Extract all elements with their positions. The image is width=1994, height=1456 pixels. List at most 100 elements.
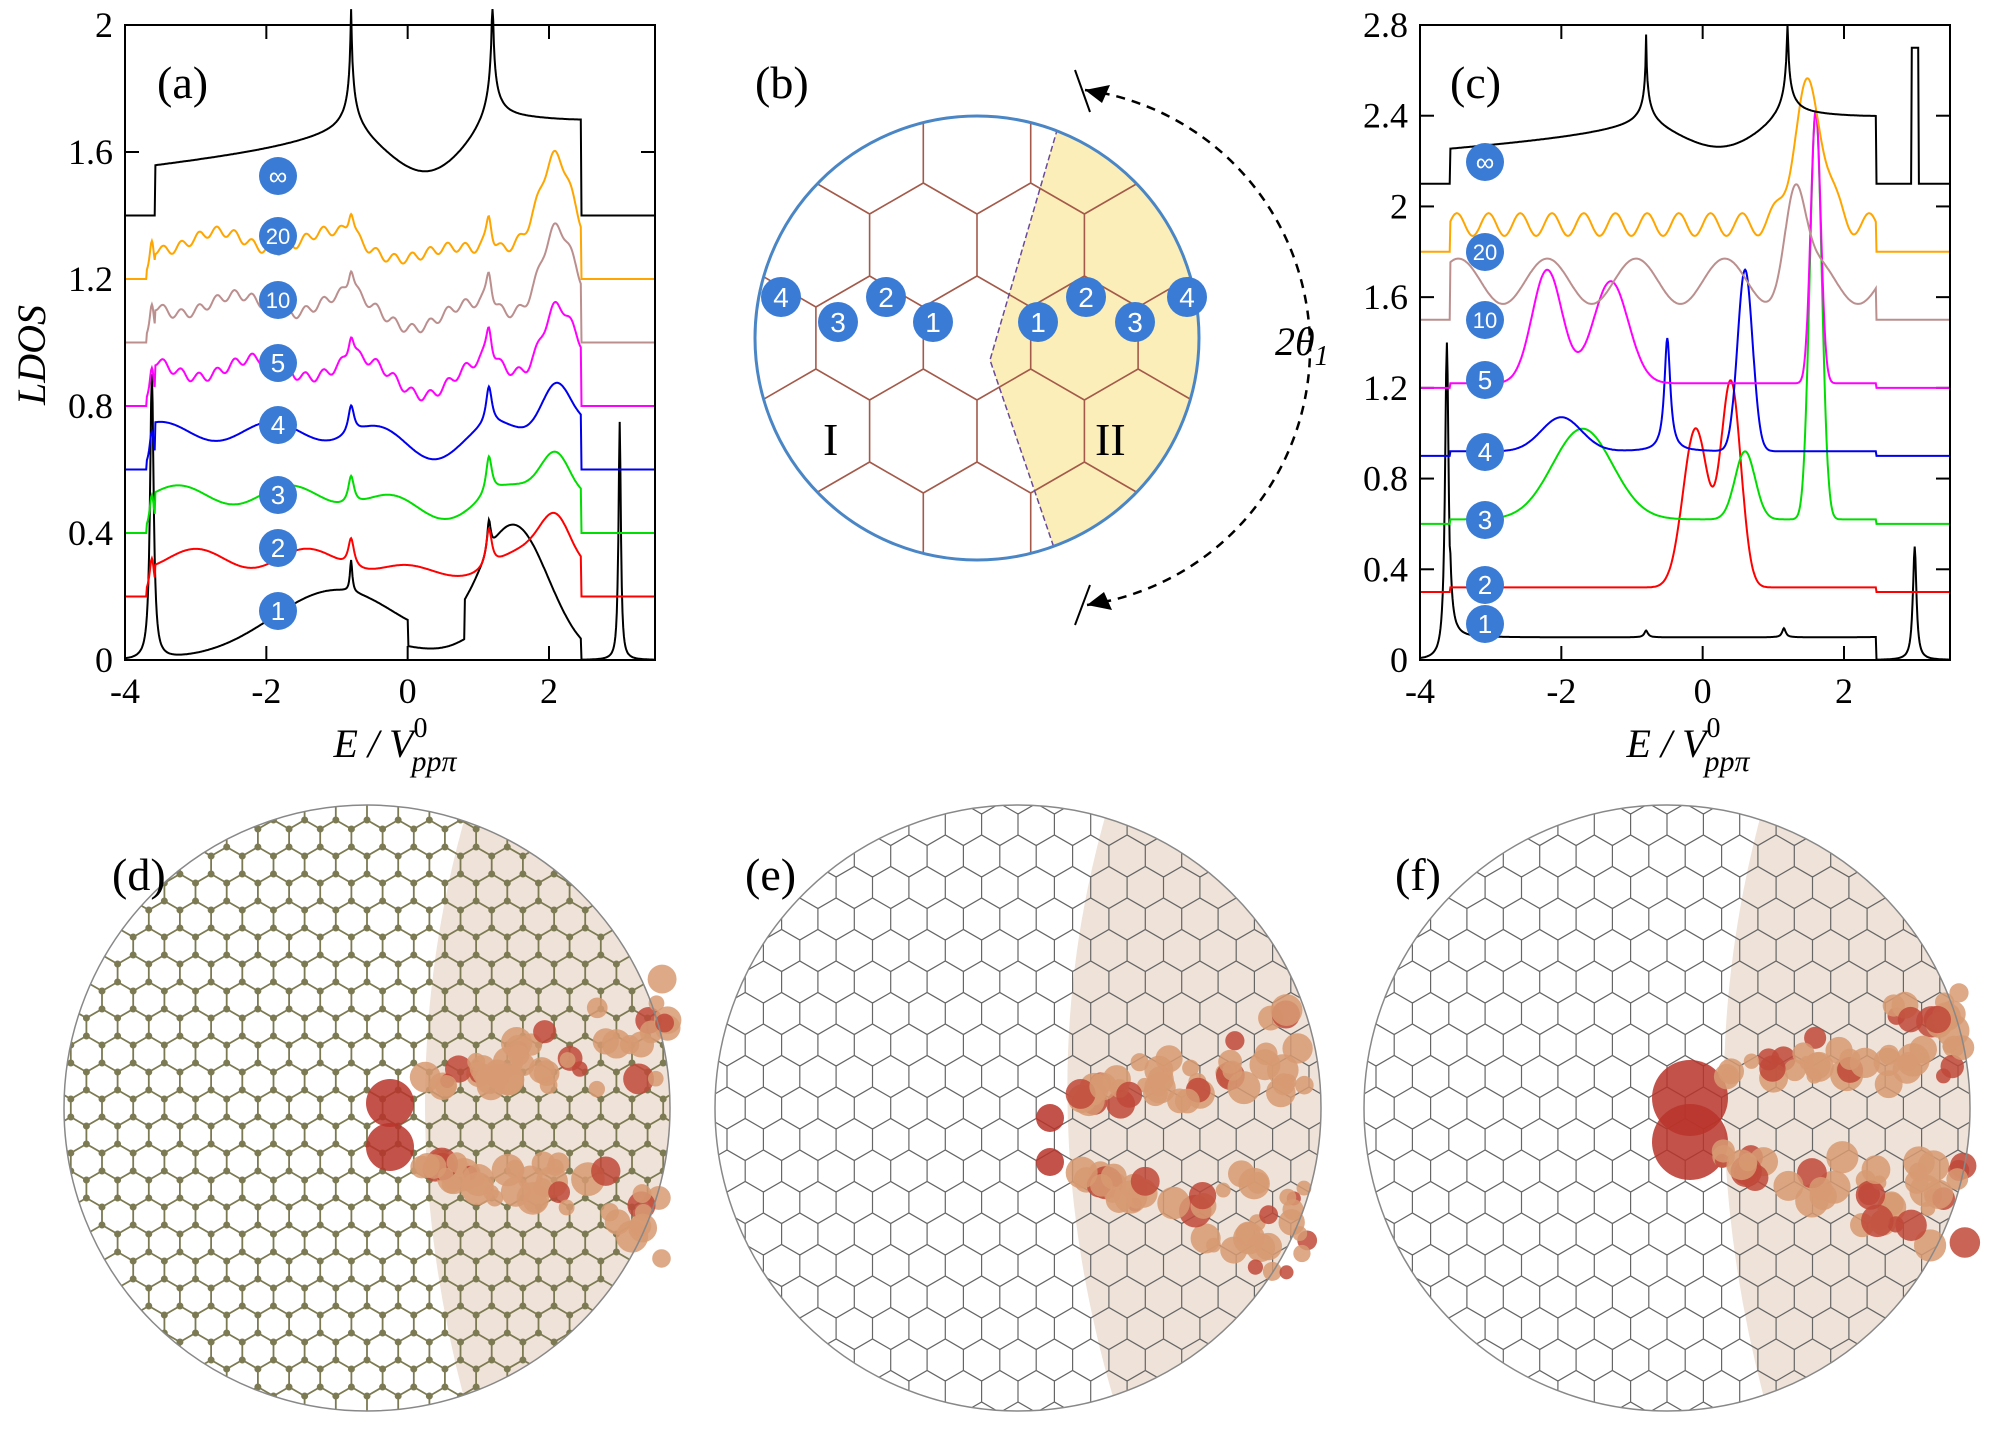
lattice-site-d [441,1311,449,1319]
lattice-site-d [550,1230,558,1238]
weight-dot [1188,1181,1217,1210]
lattice-site-d [581,1248,589,1256]
series-label-a: 5 [271,348,285,378]
lattice-site-d [238,924,246,932]
lattice-site-d [534,1275,542,1283]
lattice-site-d [488,1338,496,1346]
lattice-site-d [160,897,168,905]
ldos-curve-c-20 [1420,77,1950,253]
weight-dot [1157,1186,1190,1220]
lattice-site-d [82,1068,90,1076]
lattice-site-d [316,843,324,851]
lattice-site-d [550,1140,558,1148]
lattice-site-d [566,1257,574,1265]
arc-tick-top [1074,69,1091,113]
weight-dot [647,1070,664,1087]
region-i-label: I [823,414,838,465]
lattice-site-d [347,1275,355,1283]
lattice-site-d [176,960,184,968]
lattice-site-d [238,1068,246,1076]
lattice-site-d [628,1113,636,1121]
lattice-site-d [503,1221,511,1229]
lattice-site-d [472,825,480,833]
lattice-site-d [98,1095,106,1103]
lattice-site-d [394,1284,402,1292]
lattice-site-d [192,1167,200,1175]
lattice-site-d [207,1248,215,1256]
lattice-site-d [519,1248,527,1256]
lattice-site-d [192,951,200,959]
lattice-site-d [534,1095,542,1103]
lattice-site-d [160,987,168,995]
ldos-curve-c-1 [1419,342,1950,661]
lattice-site-d [316,1005,324,1013]
lattice-site-d [254,933,262,941]
lattice-site-d [207,906,215,914]
lattice-site-d [332,1338,340,1346]
weight-dot [1923,1179,1954,1209]
lattice-site-d [441,951,449,959]
lattice-site-d [534,933,542,941]
lattice-site-d [82,1014,90,1022]
lattice-site-d [301,960,309,968]
weight-dot [1065,1078,1096,1109]
weight-dot [435,1074,458,1097]
weight-dot [1759,1055,1786,1082]
lattice-site-d [394,1302,402,1310]
lattice-site-d [659,1095,667,1103]
lattice-site-d [223,951,231,959]
lattice-site-d [129,1113,137,1121]
lattice-site-d [223,1257,231,1265]
lattice-site-d [379,1059,387,1067]
lattice-site-d [519,960,527,968]
weight-dot [1855,1180,1886,1210]
lattice-site-d [597,1149,605,1157]
lattice-site-d [457,852,465,860]
lattice-site-d [176,870,184,878]
lattice-site-d [114,1248,122,1256]
lattice-site-d [503,951,511,959]
lattice-site-d [519,1122,527,1130]
lattice-site-d [410,1005,418,1013]
lattice-site-d [82,1194,90,1202]
lattice-site-d [566,1095,574,1103]
lattice-site-d [534,1311,542,1319]
lattice-site-d [114,1068,122,1076]
weight-dot [1282,1033,1313,1064]
lattice-site-d [394,1338,402,1346]
lattice-site-d [503,1311,511,1319]
lattice-site-d [301,1014,309,1022]
lattice-site-d [316,1167,324,1175]
lattice-site-d [207,1356,215,1364]
angle-arc [1084,88,1312,607]
lattice-site-d [628,1167,636,1175]
lattice-site-d [332,1284,340,1292]
lattice-site-d [659,1113,667,1121]
lattice-site-d [519,1284,527,1292]
lattice-site-d [488,1032,496,1040]
lattice-site-d [363,1284,371,1292]
lattice-site-d [394,852,402,860]
lattice-site-d [254,1311,262,1319]
lattice-site-d [301,1302,309,1310]
lattice-site-d [488,1248,496,1256]
lattice-site-d [379,1311,387,1319]
lattice-site-d [301,1068,309,1076]
weight-dot [586,997,608,1019]
lattice-site-d [114,1032,122,1040]
site-label-left: 1 [925,307,941,338]
lattice-site-d [254,1383,262,1391]
lattice-site-d [425,1194,433,1202]
lattice-site-d [347,1257,355,1265]
site-bubble-left [866,277,906,317]
lattice-site-d [347,843,355,851]
lattice-site-d [114,978,122,986]
ldos-curve-c-∞ [1420,24,1950,185]
lattice-site-d [534,897,542,905]
lattice-site-d [269,1284,277,1292]
lattice-site-d [379,1203,387,1211]
lattice-site-d [269,1014,277,1022]
lattice-site-d [285,1365,293,1373]
lattice-site-d [503,1005,511,1013]
lattice-site-d [301,1392,309,1400]
